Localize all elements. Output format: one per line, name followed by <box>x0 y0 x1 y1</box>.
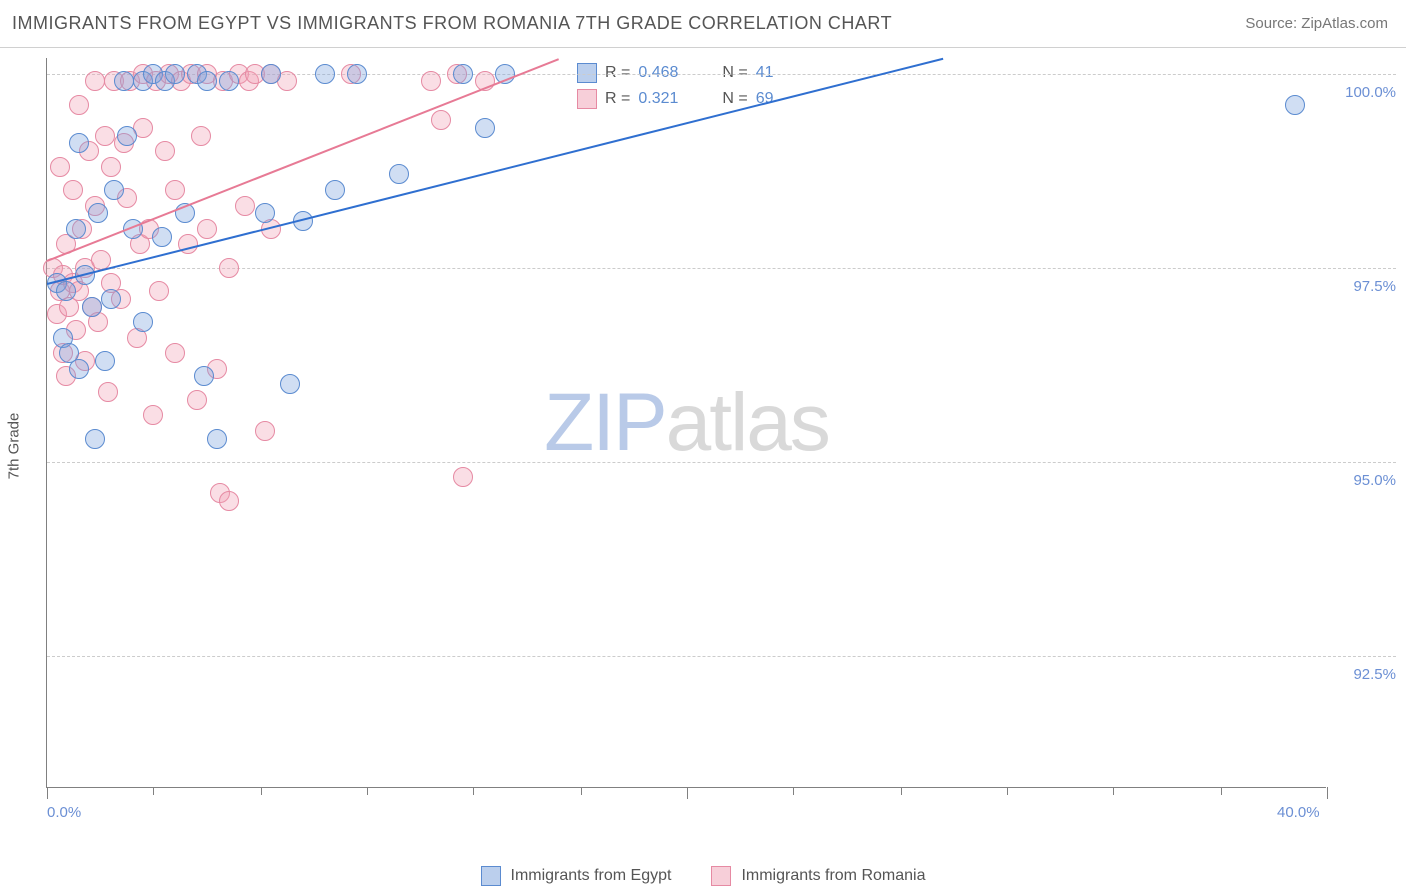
scatter-point <box>69 359 89 379</box>
stat-n-label: N = <box>722 90 747 108</box>
watermark-zip: ZIP <box>544 377 666 468</box>
gridline-horizontal <box>47 656 1396 657</box>
legend-label: Immigrants from Egypt <box>511 867 672 885</box>
scatter-point <box>143 405 163 425</box>
scatter-point <box>152 227 172 247</box>
plot-area: ZIPatlas R =0.468N =41R =0.321N =69 92.5… <box>46 58 1326 788</box>
scatter-point <box>255 421 275 441</box>
bottom-legend-item: Immigrants from Egypt <box>481 866 672 886</box>
scatter-point <box>197 71 217 91</box>
scatter-point <box>95 351 115 371</box>
x-tick-major <box>1327 787 1328 799</box>
scatter-point <box>219 71 239 91</box>
scatter-point <box>63 180 83 200</box>
scatter-point <box>280 374 300 394</box>
x-tick <box>473 787 474 795</box>
scatter-point <box>69 95 89 115</box>
x-tick <box>153 787 154 795</box>
scatter-point <box>197 219 217 239</box>
gridline-horizontal <box>47 462 1396 463</box>
scatter-point <box>56 281 76 301</box>
scatter-point <box>85 71 105 91</box>
scatter-point <box>255 203 275 223</box>
scatter-point <box>66 219 86 239</box>
trendline-egypt <box>47 58 943 285</box>
scatter-point <box>421 71 441 91</box>
scatter-point <box>235 196 255 216</box>
y-tick-label: 95.0% <box>1336 472 1396 489</box>
x-tick-major <box>687 787 688 799</box>
scatter-point <box>98 382 118 402</box>
scatter-point <box>85 429 105 449</box>
scatter-point <box>82 297 102 317</box>
gridline-horizontal <box>47 268 1396 269</box>
watermark-atlas: atlas <box>666 377 829 468</box>
legend-swatch <box>577 89 597 109</box>
scatter-point <box>475 118 495 138</box>
x-tick <box>261 787 262 795</box>
legend-swatch <box>711 866 731 886</box>
scatter-point <box>165 343 185 363</box>
scatter-point <box>325 180 345 200</box>
scatter-point <box>389 164 409 184</box>
bottom-legend: Immigrants from Egypt Immigrants from Rom… <box>0 866 1406 886</box>
scatter-point <box>101 157 121 177</box>
watermark: ZIPatlas <box>544 376 829 470</box>
scatter-point <box>155 141 175 161</box>
scatter-point <box>431 110 451 130</box>
legend-swatch <box>481 866 501 886</box>
scatter-point <box>1285 95 1305 115</box>
x-tick-label-max: 40.0% <box>1277 804 1320 821</box>
y-tick-label: 97.5% <box>1336 278 1396 295</box>
x-tick <box>901 787 902 795</box>
scatter-point <box>104 180 124 200</box>
source-prefix: Source: <box>1245 15 1301 32</box>
legend-label: Immigrants from Romania <box>741 867 925 885</box>
y-tick-label: 100.0% <box>1336 84 1396 101</box>
scatter-point <box>101 289 121 309</box>
scatter-point <box>219 491 239 511</box>
statistics-legend: R =0.468N =41R =0.321N =69 <box>577 60 816 112</box>
scatter-point <box>165 64 185 84</box>
stat-r-value: 0.321 <box>638 90 698 108</box>
scatter-point <box>453 467 473 487</box>
y-tick-label: 92.5% <box>1336 666 1396 683</box>
scatter-point <box>261 64 281 84</box>
x-tick-major <box>47 787 48 799</box>
scatter-point <box>114 71 134 91</box>
scatter-point <box>219 258 239 278</box>
source-attribution: Source: ZipAtlas.com <box>1245 15 1388 32</box>
scatter-point <box>117 126 137 146</box>
x-tick <box>367 787 368 795</box>
scatter-point <box>69 133 89 153</box>
scatter-point <box>453 64 473 84</box>
plot-container: ZIPatlas R =0.468N =41R =0.321N =69 92.5… <box>46 48 1326 818</box>
source-name: ZipAtlas.com <box>1301 15 1388 32</box>
scatter-point <box>50 157 70 177</box>
scatter-point <box>133 312 153 332</box>
scatter-point <box>194 366 214 386</box>
scatter-point <box>347 64 367 84</box>
stat-r-label: R = <box>605 90 630 108</box>
x-tick <box>1113 787 1114 795</box>
scatter-point <box>191 126 211 146</box>
x-tick <box>1007 787 1008 795</box>
scatter-point <box>149 281 169 301</box>
scatter-point <box>95 126 115 146</box>
scatter-point <box>88 203 108 223</box>
bottom-legend-item: Immigrants from Romania <box>711 866 925 886</box>
x-tick-label-min: 0.0% <box>47 804 81 821</box>
x-tick <box>581 787 582 795</box>
x-tick <box>1221 787 1222 795</box>
chart-header: IMMIGRANTS FROM EGYPT VS IMMIGRANTS FROM… <box>0 0 1406 48</box>
x-tick <box>793 787 794 795</box>
scatter-point <box>165 180 185 200</box>
scatter-point <box>207 429 227 449</box>
scatter-point <box>315 64 335 84</box>
chart-title: IMMIGRANTS FROM EGYPT VS IMMIGRANTS FROM… <box>12 13 892 34</box>
y-axis-label: 7th Grade <box>6 413 23 480</box>
scatter-point <box>187 390 207 410</box>
